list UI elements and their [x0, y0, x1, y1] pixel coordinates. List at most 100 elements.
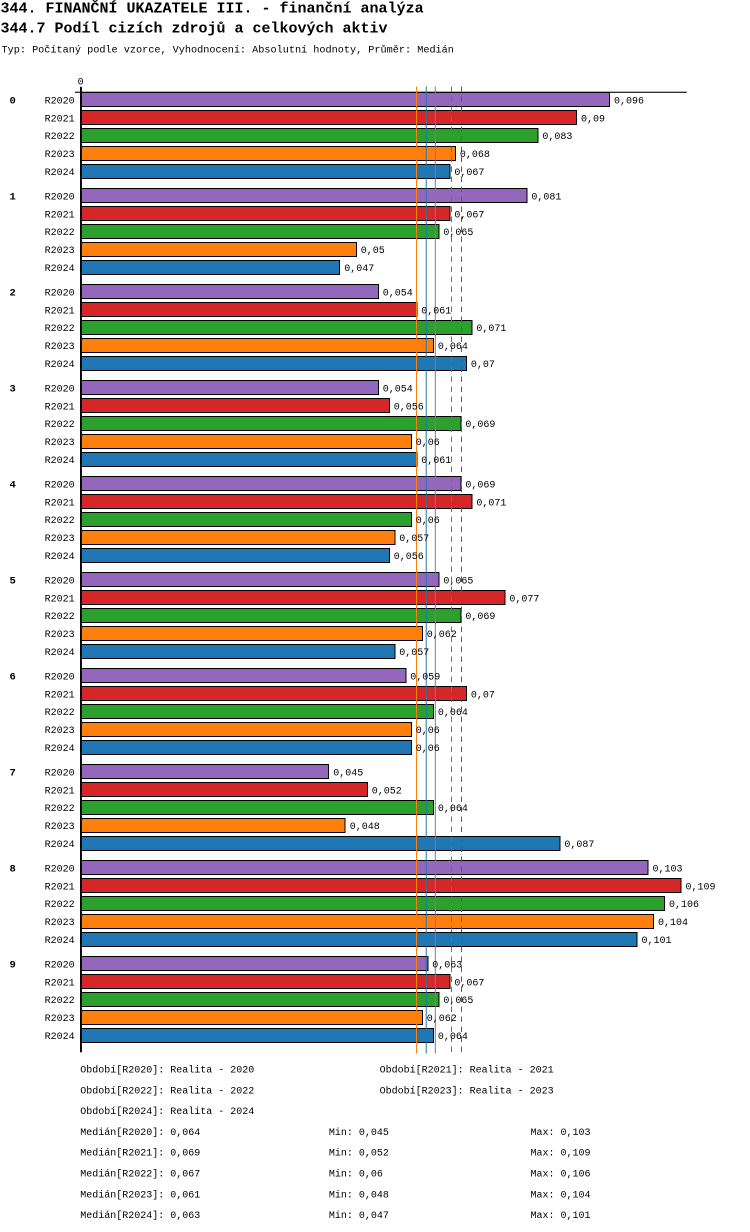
- svg-text:0,071: 0,071: [476, 498, 506, 509]
- svg-text:Medián[R2021]: 0,069: Medián[R2021]: 0,069: [80, 1148, 200, 1160]
- svg-text:R2021: R2021: [45, 210, 75, 221]
- svg-text:Max: 0,104: Max: 0,104: [531, 1190, 591, 1201]
- svg-text:2: 2: [10, 287, 16, 299]
- svg-text:R2021: R2021: [45, 594, 75, 605]
- svg-text:Období[R2022]: Realita - 2022: Období[R2022]: Realita - 2022: [80, 1085, 254, 1097]
- svg-text:R2022: R2022: [45, 420, 75, 431]
- svg-text:0,057: 0,057: [399, 534, 429, 545]
- svg-text:0,109: 0,109: [686, 882, 716, 893]
- svg-text:0,056: 0,056: [394, 402, 424, 413]
- svg-text:0,056: 0,056: [394, 552, 424, 563]
- svg-text:R2023: R2023: [45, 438, 75, 449]
- svg-text:R2023: R2023: [45, 342, 75, 353]
- svg-text:0,068: 0,068: [460, 150, 490, 161]
- svg-text:Min: 0,052: Min: 0,052: [329, 1148, 389, 1160]
- svg-text:R2024: R2024: [45, 168, 75, 179]
- svg-text:0,067: 0,067: [454, 168, 484, 179]
- svg-text:R2021: R2021: [45, 786, 75, 797]
- svg-text:0,059: 0,059: [410, 672, 440, 683]
- svg-text:Medián[R2023]: 0,061: Medián[R2023]: 0,061: [80, 1189, 200, 1201]
- svg-text:344.7 Podíl cizích zdrojů a ce: 344.7 Podíl cizích zdrojů a celkových ak…: [1, 20, 388, 37]
- svg-text:0,065: 0,065: [443, 228, 473, 239]
- svg-text:R2020: R2020: [45, 480, 75, 491]
- svg-text:Min: 0,06: Min: 0,06: [329, 1169, 383, 1181]
- svg-text:0,064: 0,064: [438, 1032, 468, 1043]
- svg-text:Období[R2023]: Realita - 2023: Období[R2023]: Realita - 2023: [380, 1085, 554, 1097]
- svg-text:Min: 0,045: Min: 0,045: [329, 1127, 389, 1139]
- svg-text:R2024: R2024: [45, 648, 75, 659]
- svg-text:R2020: R2020: [45, 864, 75, 875]
- svg-text:8: 8: [10, 863, 16, 875]
- svg-text:0,06: 0,06: [416, 516, 440, 527]
- svg-text:0,064: 0,064: [438, 804, 468, 815]
- svg-text:Max: 0,109: Max: 0,109: [531, 1149, 591, 1160]
- svg-text:0,106: 0,106: [669, 900, 699, 911]
- svg-text:R2023: R2023: [45, 150, 75, 161]
- svg-text:R2021: R2021: [45, 402, 75, 413]
- svg-text:0,083: 0,083: [542, 132, 572, 143]
- svg-text:R2022: R2022: [45, 228, 75, 239]
- svg-text:Min: 0,048: Min: 0,048: [329, 1189, 389, 1201]
- svg-text:0,087: 0,087: [564, 840, 594, 851]
- svg-text:Typ: Počítaný podle vzorce, Vy: Typ: Počítaný podle vzorce, Vyhodnocení:…: [2, 43, 454, 56]
- svg-text:0,07: 0,07: [471, 690, 495, 701]
- svg-text:R2024: R2024: [45, 456, 75, 467]
- svg-text:0,06: 0,06: [416, 438, 440, 449]
- svg-text:0,069: 0,069: [465, 480, 495, 491]
- svg-text:R2022: R2022: [45, 516, 75, 527]
- svg-text:Min: 0,047: Min: 0,047: [329, 1210, 389, 1222]
- svg-text:R2020: R2020: [45, 576, 75, 587]
- svg-text:R2022: R2022: [45, 708, 75, 719]
- svg-text:R2021: R2021: [45, 978, 75, 989]
- svg-text:0,047: 0,047: [344, 264, 374, 275]
- svg-text:0,065: 0,065: [443, 996, 473, 1007]
- svg-text:R2021: R2021: [45, 498, 75, 509]
- svg-text:0,054: 0,054: [383, 288, 413, 299]
- svg-text:R2020: R2020: [45, 672, 75, 683]
- svg-text:0,05: 0,05: [361, 246, 385, 257]
- svg-text:R2023: R2023: [45, 822, 75, 833]
- svg-text:0,07: 0,07: [471, 360, 495, 371]
- svg-text:Medián[R2024]: 0,063: Medián[R2024]: 0,063: [80, 1210, 200, 1222]
- svg-text:R2024: R2024: [45, 936, 75, 947]
- svg-text:R2021: R2021: [45, 882, 75, 893]
- svg-text:9: 9: [10, 959, 16, 971]
- svg-text:0: 0: [78, 78, 84, 89]
- svg-text:R2023: R2023: [45, 1014, 75, 1025]
- svg-text:Max: 0,106: Max: 0,106: [531, 1170, 591, 1181]
- svg-text:0,057: 0,057: [399, 648, 429, 659]
- svg-text:0,063: 0,063: [432, 960, 462, 971]
- svg-text:R2024: R2024: [45, 264, 75, 275]
- svg-text:R2022: R2022: [45, 996, 75, 1007]
- svg-text:Max: 0,101: Max: 0,101: [531, 1211, 591, 1222]
- svg-text:R2023: R2023: [45, 534, 75, 545]
- svg-text:0: 0: [10, 95, 16, 107]
- svg-text:R2020: R2020: [45, 288, 75, 299]
- svg-text:R2022: R2022: [45, 324, 75, 335]
- svg-text:0,061: 0,061: [421, 306, 451, 317]
- svg-text:R2021: R2021: [45, 690, 75, 701]
- svg-text:Období[R2021]: Realita - 2021: Období[R2021]: Realita - 2021: [380, 1065, 554, 1077]
- svg-text:R2023: R2023: [45, 630, 75, 641]
- svg-text:1: 1: [10, 191, 16, 203]
- svg-text:R2020: R2020: [45, 192, 75, 203]
- svg-text:0,103: 0,103: [653, 864, 683, 875]
- svg-text:Období[R2020]: Realita - 2020: Období[R2020]: Realita - 2020: [80, 1065, 254, 1077]
- svg-text:R2024: R2024: [45, 360, 75, 371]
- svg-text:Medián[R2022]: 0,067: Medián[R2022]: 0,067: [80, 1169, 200, 1181]
- svg-text:0,052: 0,052: [372, 786, 402, 797]
- svg-text:0,064: 0,064: [438, 708, 468, 719]
- svg-text:0,067: 0,067: [454, 210, 484, 221]
- svg-text:0,065: 0,065: [443, 576, 473, 587]
- svg-text:R2023: R2023: [45, 246, 75, 257]
- svg-text:0,069: 0,069: [465, 612, 495, 623]
- svg-text:R2023: R2023: [45, 726, 75, 737]
- svg-text:0,064: 0,064: [438, 342, 468, 353]
- svg-text:0,06: 0,06: [416, 744, 440, 755]
- svg-text:R2024: R2024: [45, 744, 75, 755]
- svg-text:R2024: R2024: [45, 840, 75, 851]
- svg-text:0,06: 0,06: [416, 726, 440, 737]
- svg-text:R2021: R2021: [45, 114, 75, 125]
- svg-text:0,048: 0,048: [350, 822, 380, 833]
- svg-text:0,104: 0,104: [658, 918, 688, 929]
